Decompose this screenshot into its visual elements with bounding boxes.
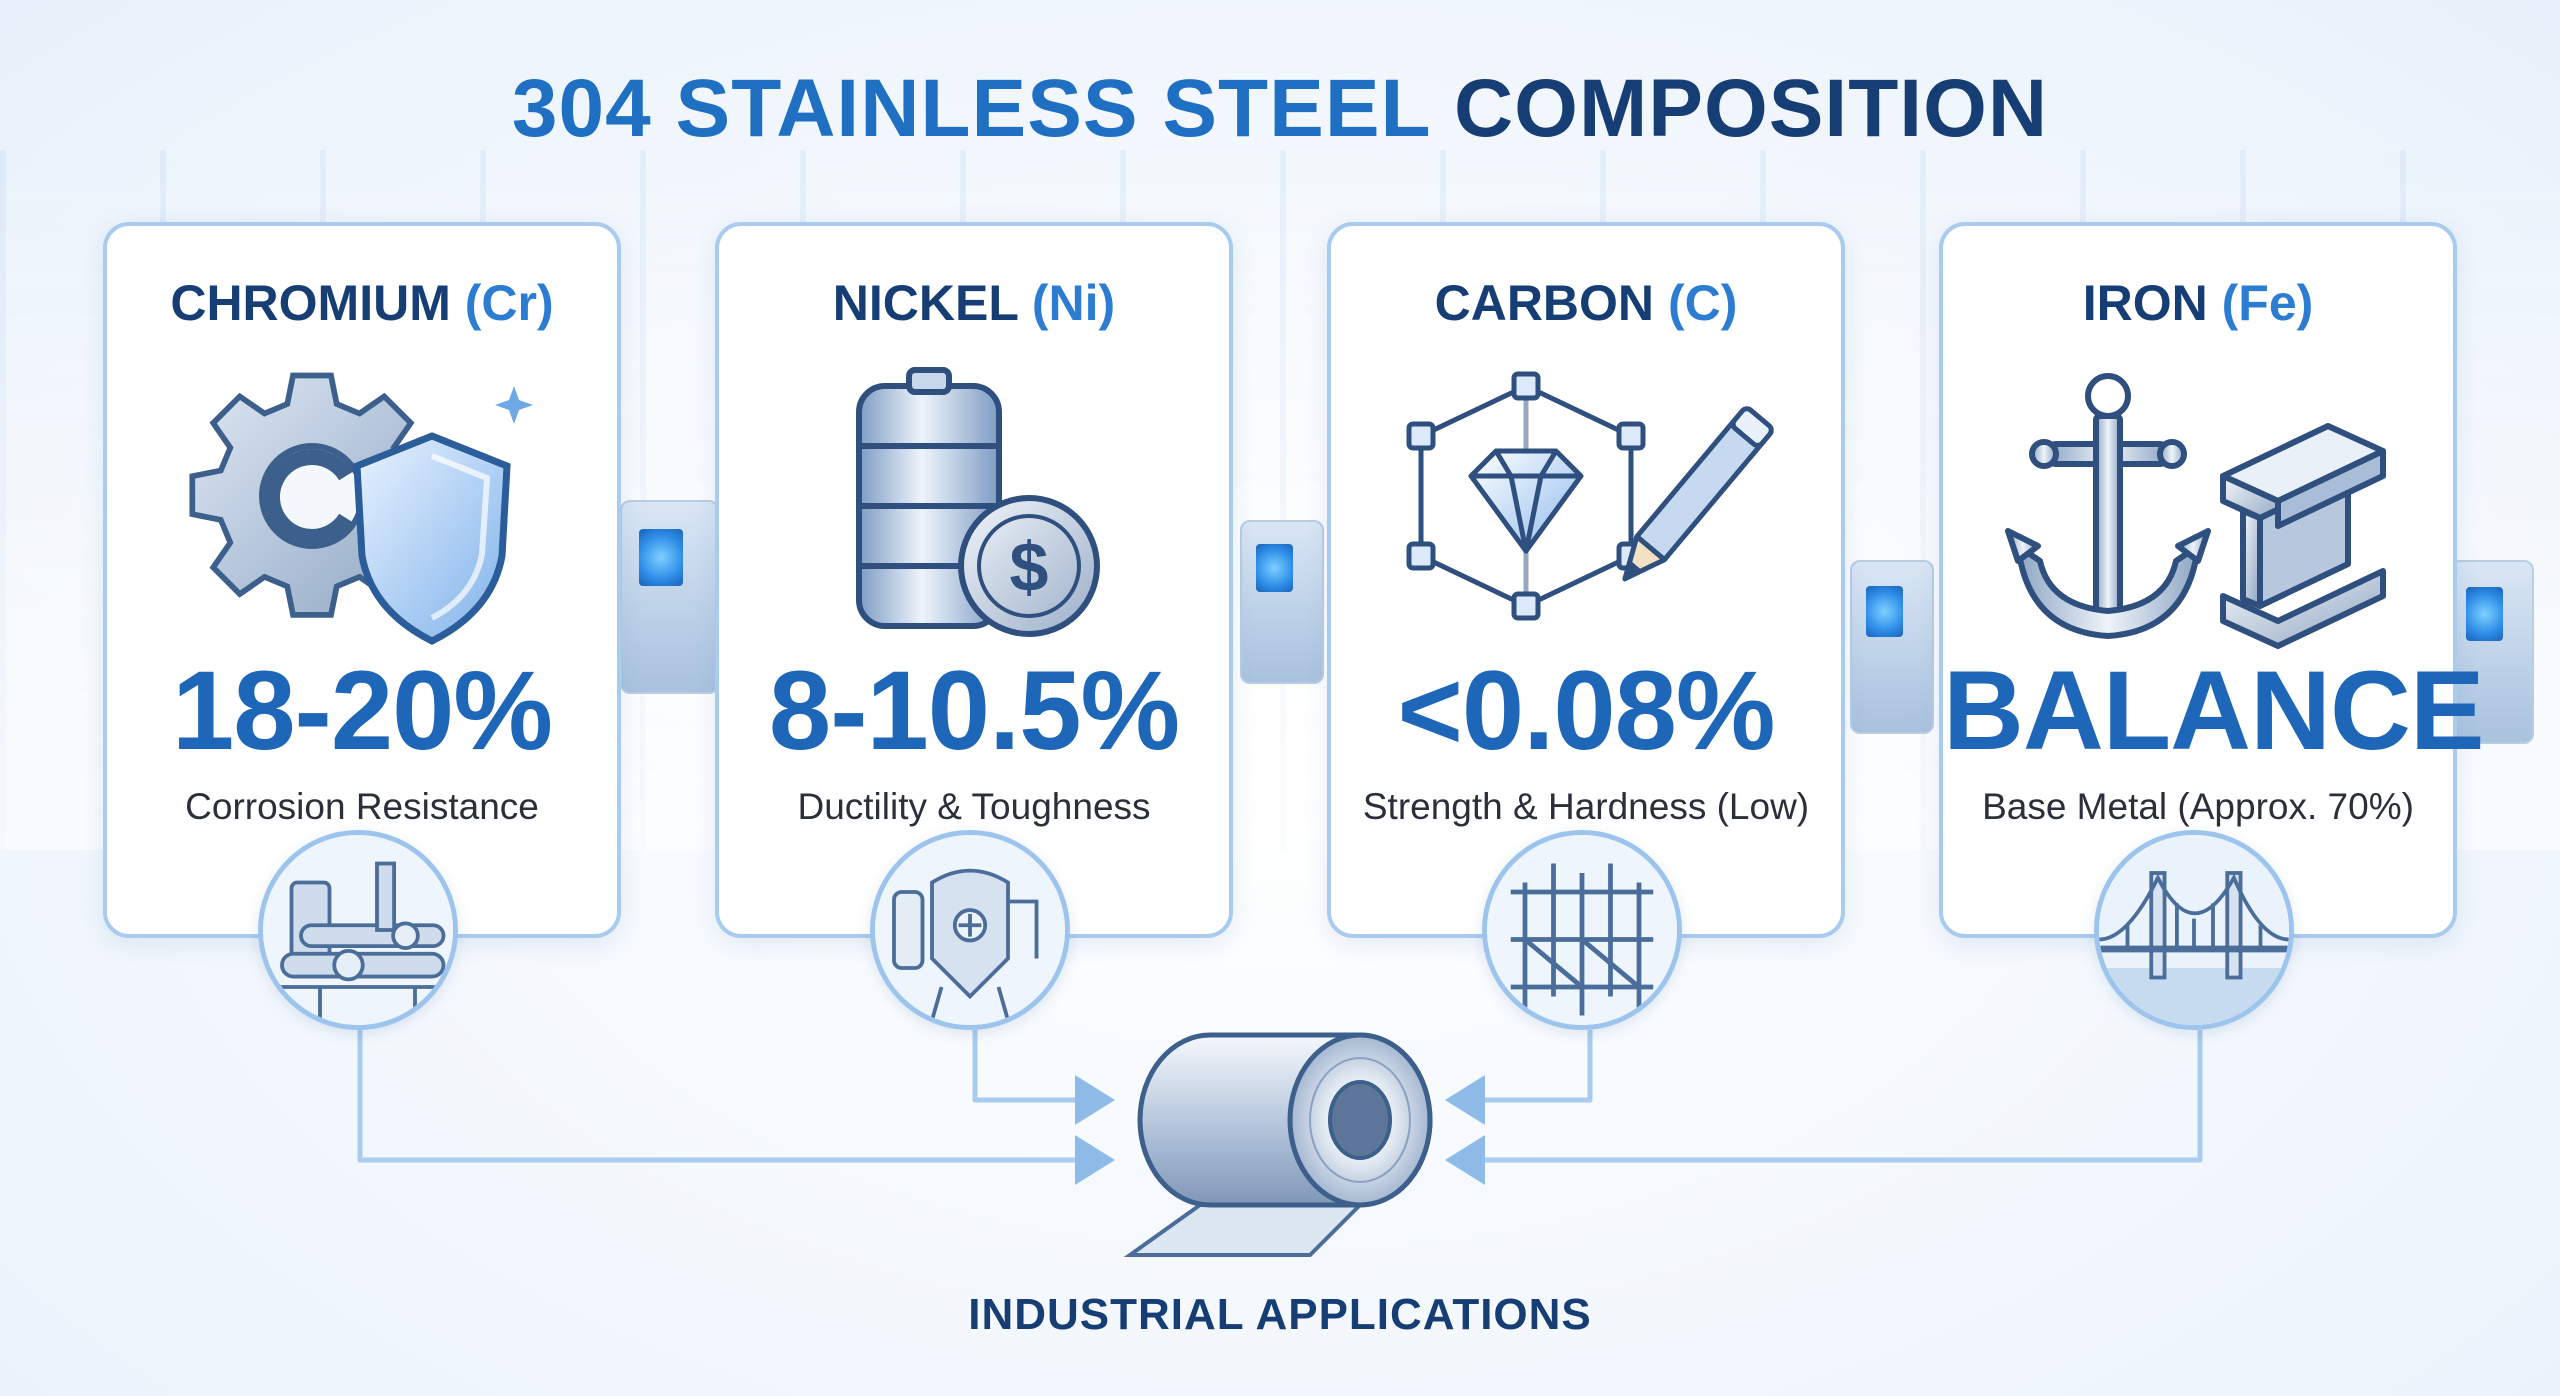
element-description: Corrosion Resistance <box>185 786 539 827</box>
chromium-card: CHROMIUM (Cr) 18-20% Corrosion Resistanc… <box>103 222 621 938</box>
application-circle <box>1482 830 1682 1030</box>
element-name-text: CHROMIUM <box>170 275 451 331</box>
title-part-1: 304 STAINLESS STEEL <box>511 63 1431 154</box>
pipes-icon <box>263 835 453 1025</box>
element-name-text: CARBON <box>1434 275 1655 331</box>
title-part-2: COMPOSITION <box>1453 63 2049 154</box>
iron-card: IRON (Fe) BALANCE Base Metal (Approx. 70… <box>1939 222 2485 938</box>
element-symbol: (Ni) <box>1031 275 1116 331</box>
anchor-beam-icon <box>2005 373 2386 649</box>
background-machine <box>2450 560 2534 744</box>
element-name-text: IRON <box>2082 275 2208 331</box>
background-machine <box>1240 520 1324 684</box>
application-circle <box>870 830 1070 1030</box>
element-percentage: BALANCE <box>1943 648 2485 773</box>
page-title: 304 STAINLESS STEEL COMPOSITION <box>0 62 2560 156</box>
application-circle <box>2094 830 2294 1030</box>
bridge-icon <box>2099 835 2289 1025</box>
element-description: Strength & Hardness (Low) <box>1362 786 1810 827</box>
element-symbol: (Cr) <box>464 275 554 331</box>
element-percentage: <0.08% <box>1397 648 1776 773</box>
nickel-card: NICKEL (Ni) $ 8-10.5% Ductility & Toughn… <box>715 222 1233 938</box>
element-description: Base Metal (Approx. 70%) <box>1982 786 2414 827</box>
svg-text:$: $ <box>1010 528 1049 606</box>
steel-coil-icon <box>1123 1032 1433 1257</box>
background-machine <box>620 500 719 694</box>
carbon-card: CARBON (C) <0.08% Str <box>1327 222 1845 938</box>
diamond-pencil-icon <box>1406 371 1774 621</box>
footer-label: INDUSTRIAL APPLICATIONS <box>968 1290 1592 1339</box>
tank-icon <box>875 835 1065 1025</box>
element-percentage: 18-20% <box>171 648 553 773</box>
element-name: CHROMIUM (Cr) <box>107 274 617 332</box>
frame-icon <box>1487 835 1677 1025</box>
element-percentage: 8-10.5% <box>768 648 1180 773</box>
element-name: IRON (Fe) <box>1943 274 2453 332</box>
element-name-text: NICKEL <box>832 275 1018 331</box>
battery-coin-icon: $ <box>856 367 1100 637</box>
gear-shield-icon <box>189 372 533 645</box>
element-description: Ductility & Toughness <box>797 786 1151 827</box>
element-symbol: (C) <box>1667 275 1738 331</box>
background-machine <box>1850 560 1934 734</box>
element-symbol: (Fe) <box>2221 275 2314 331</box>
element-name: CARBON (C) <box>1331 274 1841 332</box>
element-name: NICKEL (Ni) <box>719 274 1229 332</box>
application-circle <box>258 830 458 1030</box>
